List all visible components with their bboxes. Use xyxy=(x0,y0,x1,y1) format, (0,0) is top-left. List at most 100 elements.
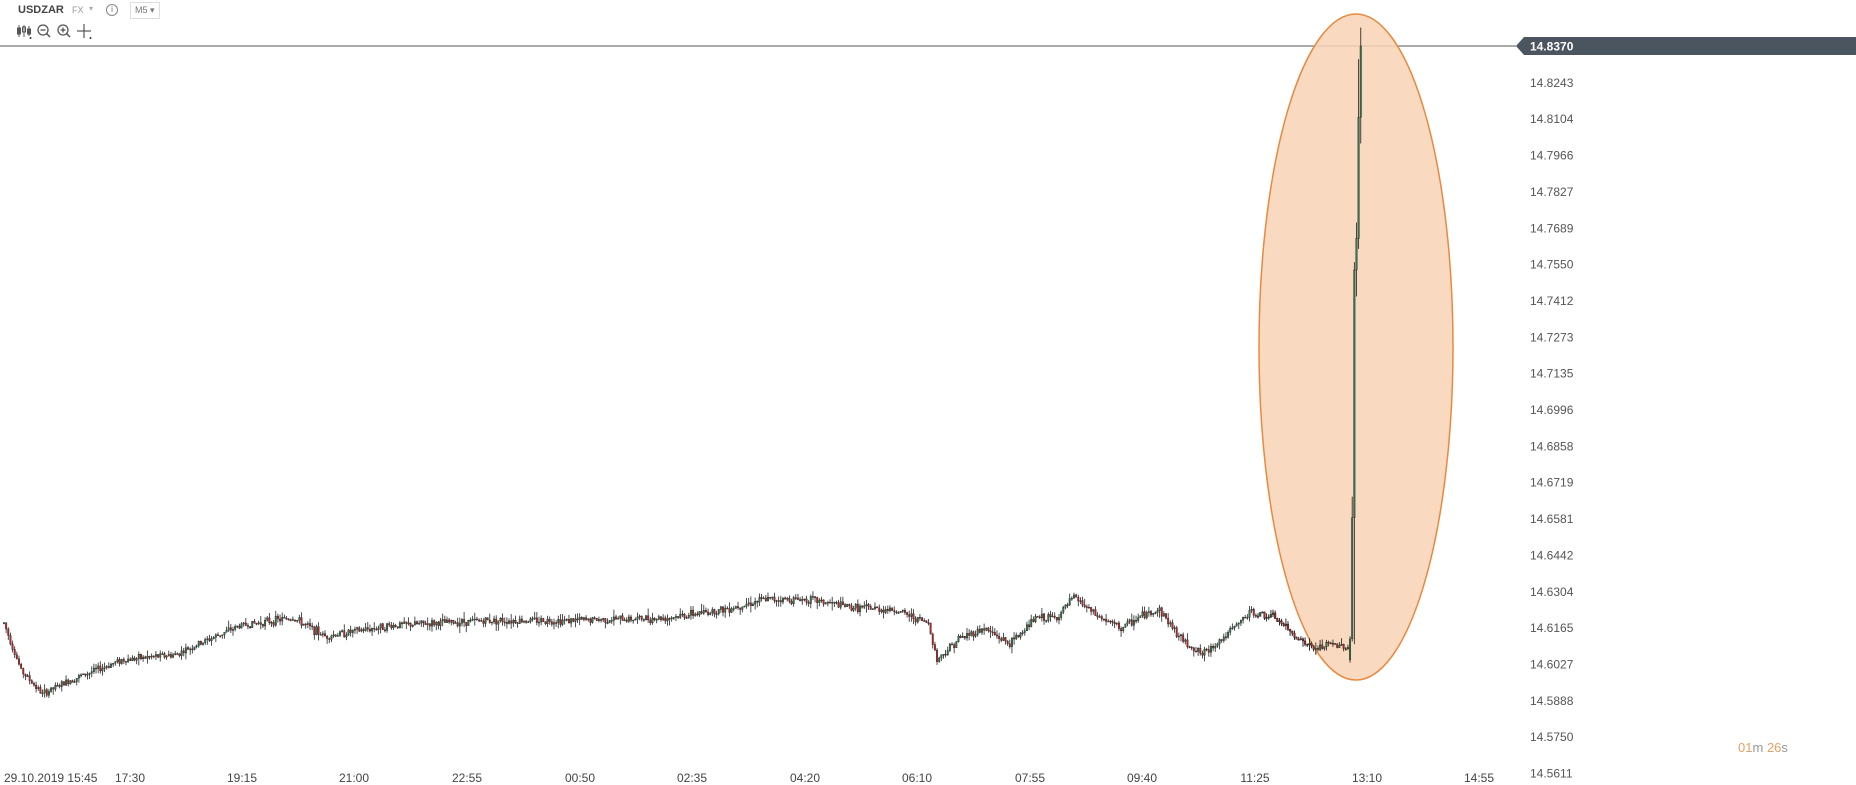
candle-body-up xyxy=(985,627,988,631)
candle xyxy=(7,627,10,640)
chart-type-icon[interactable] xyxy=(16,23,32,39)
candle-highlighted xyxy=(1291,630,1294,636)
candle xyxy=(298,614,301,624)
candle xyxy=(326,635,329,644)
candle-highlighted xyxy=(1329,641,1332,645)
candle-body-up xyxy=(227,627,230,631)
candle-body-up xyxy=(339,631,341,636)
candle-body-up xyxy=(1132,620,1135,626)
candle-body-down xyxy=(621,615,624,621)
candle xyxy=(523,620,525,624)
candle-body-down xyxy=(118,659,121,664)
candle xyxy=(210,636,213,646)
candle xyxy=(553,618,555,630)
candle xyxy=(195,644,198,649)
candle-body-up xyxy=(574,618,577,622)
candle-body-down xyxy=(681,613,684,616)
candle-body-down xyxy=(475,618,478,621)
candle xyxy=(443,615,446,623)
crosshair-icon[interactable] xyxy=(76,23,92,39)
candle-body-up xyxy=(3,622,5,624)
candle-body-down xyxy=(328,638,331,640)
y-tick-label: 14.7135 xyxy=(1530,367,1574,381)
candle xyxy=(1047,612,1050,623)
candle xyxy=(371,627,374,636)
candle-body-down xyxy=(1190,646,1193,649)
candle xyxy=(184,643,187,660)
candle xyxy=(1145,610,1148,620)
candle-body-up xyxy=(1154,612,1157,614)
candle xyxy=(127,654,130,663)
candle xyxy=(621,612,624,621)
timeframe-label: M5 xyxy=(135,5,148,15)
candle-body-up xyxy=(546,618,549,624)
candle xyxy=(672,616,675,620)
candle xyxy=(234,624,237,632)
candle-body-up xyxy=(846,604,849,607)
candle-body-down xyxy=(544,621,547,624)
candle-body-up xyxy=(1214,646,1217,649)
candle-body-down xyxy=(11,643,14,650)
candle-body-up xyxy=(392,625,395,629)
candle-highlighted xyxy=(1346,644,1349,651)
candle xyxy=(364,623,367,632)
candle xyxy=(366,621,369,633)
candle xyxy=(15,651,18,660)
candle-body-up xyxy=(473,618,476,621)
candle xyxy=(82,673,85,676)
candle-body-down xyxy=(505,622,508,624)
candle-body-down xyxy=(71,680,74,683)
candle-body-up xyxy=(1216,643,1219,647)
candle xyxy=(749,596,752,613)
candle-body-down xyxy=(542,618,545,623)
candle xyxy=(707,608,710,617)
candle xyxy=(679,608,682,620)
candle-body-down xyxy=(1032,619,1035,622)
candle-body-down xyxy=(685,617,688,619)
candle xyxy=(167,650,170,657)
candle xyxy=(157,653,160,659)
candle-body-up xyxy=(634,618,637,621)
candle-body-down xyxy=(317,626,320,635)
candle xyxy=(1190,646,1193,651)
candle-body-up xyxy=(116,659,119,662)
candle xyxy=(587,618,590,622)
candle xyxy=(306,621,309,629)
info-icon[interactable]: i xyxy=(106,4,118,16)
candle-body-up xyxy=(976,628,979,635)
candle-body-up xyxy=(561,619,564,625)
candle xyxy=(1064,604,1067,610)
y-tick-label: 14.7273 xyxy=(1530,330,1574,344)
market-dropdown-icon[interactable]: ▾ xyxy=(89,4,94,13)
candle xyxy=(1177,632,1180,641)
candle-body-down xyxy=(99,665,102,672)
candle-highlighted xyxy=(1287,621,1289,631)
candle xyxy=(955,640,958,649)
candle xyxy=(428,623,431,631)
symbol-label[interactable]: USDZAR xyxy=(18,4,64,16)
candle-body-down xyxy=(983,628,986,631)
candle xyxy=(152,655,155,659)
candle-body-down xyxy=(176,653,179,655)
candle xyxy=(1254,613,1257,618)
candle-body-up xyxy=(270,622,273,624)
candle xyxy=(452,619,455,625)
candle-body-up xyxy=(274,615,277,626)
candle-body-down xyxy=(968,633,971,636)
candle-body-up xyxy=(809,596,812,604)
zoom-in-icon[interactable] xyxy=(56,23,72,39)
candle-body-down xyxy=(191,648,194,651)
candle xyxy=(58,683,61,689)
zoom-out-icon[interactable] xyxy=(36,23,52,39)
candle xyxy=(612,609,615,626)
candle-body-up xyxy=(493,618,496,623)
timeframe-select[interactable]: M5 ▾ xyxy=(130,2,160,19)
candle xyxy=(475,616,478,621)
candle xyxy=(439,617,442,631)
candle-body-down xyxy=(925,620,928,623)
candle xyxy=(77,673,80,683)
candle xyxy=(1117,620,1120,632)
candle xyxy=(349,625,352,637)
candle xyxy=(381,622,384,631)
